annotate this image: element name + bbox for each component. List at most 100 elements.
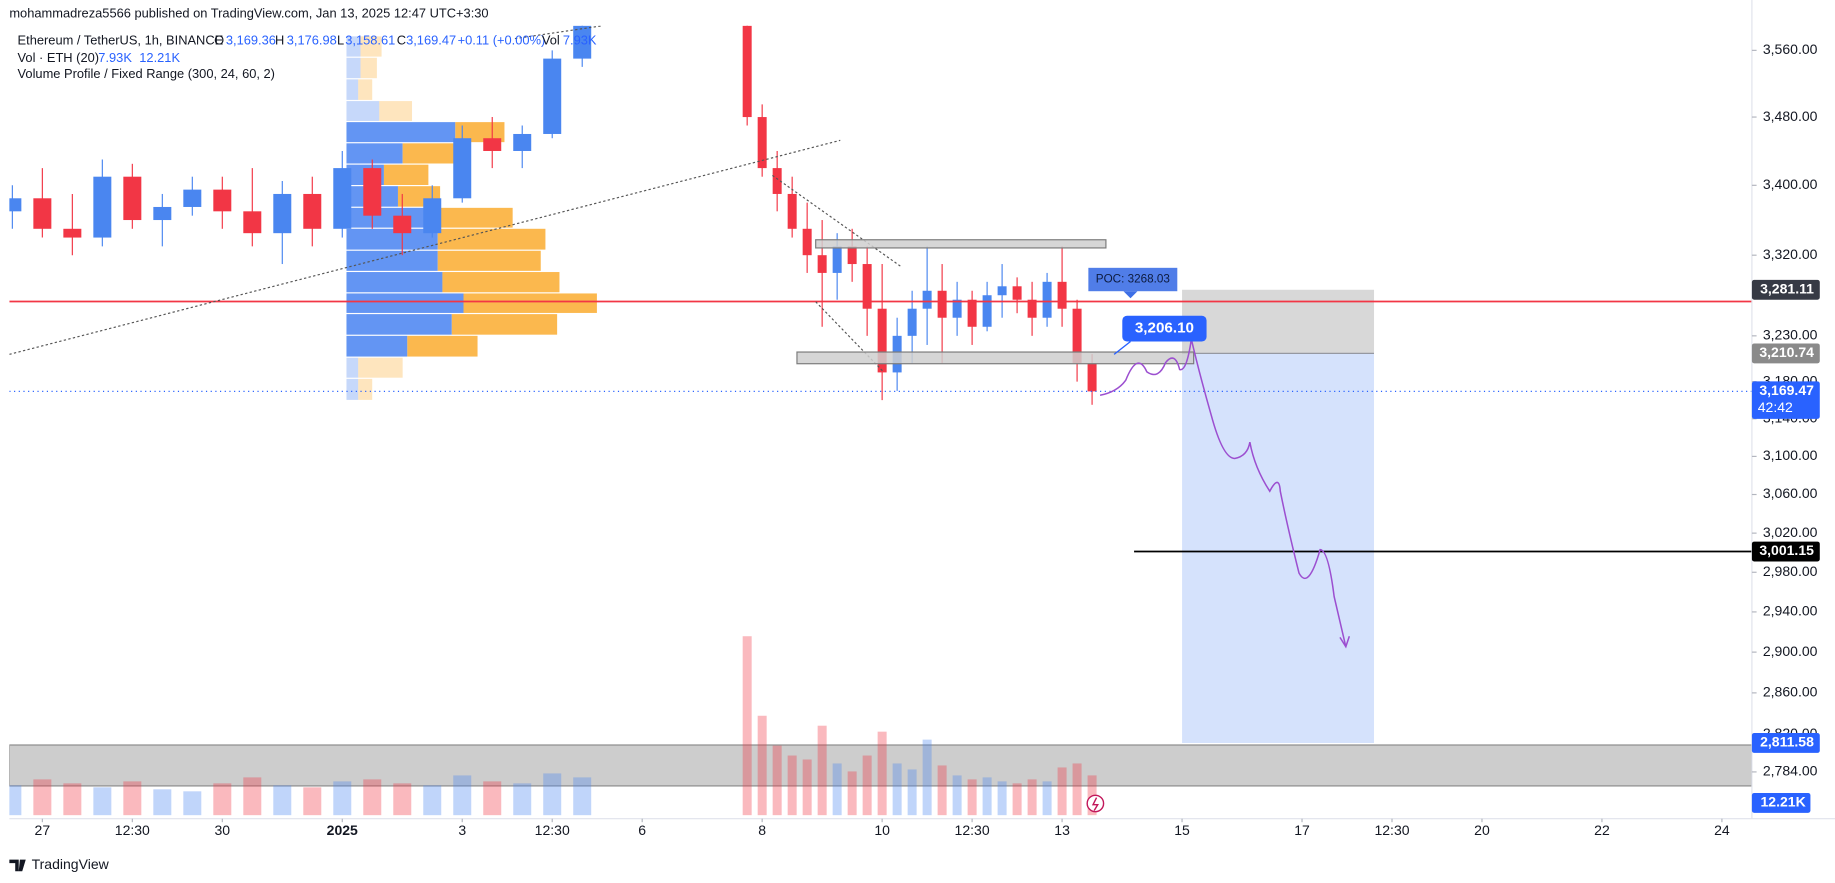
volume-bar	[243, 777, 262, 816]
candle-body	[123, 176, 142, 221]
volume-bar	[907, 769, 917, 816]
candle-body	[63, 228, 82, 238]
x-tick-label: 20	[1474, 822, 1490, 838]
candle-body	[742, 25, 752, 118]
notes: POC: 3268.03 3,206.10	[1088, 267, 1207, 355]
candle-body	[33, 198, 52, 229]
x-tick-label: 10	[874, 822, 890, 838]
candle-body	[573, 25, 592, 59]
volume-bar	[892, 763, 902, 816]
ohlc-value: 3,176.98	[287, 32, 337, 47]
volume-bar	[33, 779, 52, 816]
candle-body	[9, 198, 22, 212]
candle-body	[997, 286, 1007, 296]
x-tick-label: 12:30	[955, 822, 990, 838]
candle-body	[453, 138, 472, 199]
x-tick-label: 6	[638, 822, 646, 838]
volume-bar	[817, 725, 827, 816]
volume-bar	[847, 771, 857, 816]
volume-bar	[1027, 779, 1037, 816]
profile-down	[437, 228, 546, 250]
profile-down	[358, 79, 373, 100]
ohlc-value: 3,158.61	[345, 32, 395, 47]
y-tick-label: 2,900.00	[1763, 643, 1818, 659]
volume-bar	[9, 785, 22, 816]
change: +0.11 (+0.00%)	[458, 32, 546, 47]
volume-bar	[483, 781, 502, 816]
x-tick-label: 17	[1294, 822, 1310, 838]
volume-bar	[832, 763, 842, 816]
alert-icon-bolt	[1091, 797, 1099, 811]
y-tick-label: 3,320.00	[1763, 246, 1818, 262]
volume-bar	[123, 781, 142, 816]
projection-path	[1099, 338, 1347, 647]
profile-down	[442, 272, 560, 293]
volume-bar	[423, 785, 442, 816]
y-tick-label: 3,100.00	[1763, 447, 1818, 463]
footer-text: TradingView	[32, 856, 110, 872]
profile-up	[346, 57, 361, 79]
target-zone	[1182, 353, 1375, 743]
volume-bar	[213, 783, 232, 816]
volume-bar	[393, 783, 412, 816]
volume-bar	[982, 777, 992, 816]
candle-body	[423, 198, 442, 234]
candle-body	[877, 308, 887, 373]
volume-bar	[742, 636, 752, 816]
volume-bar	[63, 783, 82, 816]
x-tick-label: 12:30	[1374, 822, 1409, 838]
ohlc-value: 3,169.36	[226, 32, 276, 47]
profile-up	[346, 314, 452, 335]
price-note-pointer	[1113, 340, 1131, 355]
candle-body	[982, 295, 992, 327]
candle-body	[1012, 286, 1022, 300]
price-label-box	[1751, 541, 1820, 562]
projection-arrow	[1339, 635, 1351, 649]
candle-body	[483, 138, 502, 151]
volume-bar	[273, 785, 292, 816]
price-note-box	[1122, 315, 1207, 342]
profile-up	[346, 143, 403, 164]
candle-body	[363, 168, 382, 216]
volume-bar	[967, 779, 977, 816]
profile-down	[360, 36, 382, 57]
candle-body	[1027, 299, 1037, 318]
price-label: 2,811.58	[1760, 734, 1814, 750]
candle-body	[952, 299, 962, 318]
tv-logo	[9, 859, 26, 872]
candle-body	[1042, 281, 1052, 318]
candle-body	[513, 133, 532, 151]
y-tick-label: 2,980.00	[1763, 563, 1818, 579]
volume-bar	[93, 787, 112, 816]
candle-body	[93, 176, 112, 238]
candle-body	[967, 299, 977, 327]
x-tick-label: 27	[35, 822, 51, 838]
x-tick-label: 13	[1054, 822, 1070, 838]
candle-body	[847, 246, 857, 265]
volume-bar	[772, 745, 782, 816]
volume-bar	[787, 755, 797, 816]
volume-label: 12.21K	[1761, 794, 1806, 810]
y-tick-label: 2,860.00	[1763, 684, 1818, 700]
profile-down	[360, 57, 377, 79]
vol-study-value: 7.93K	[98, 50, 132, 65]
profile-down	[407, 335, 478, 357]
x-tick-label: 12:30	[115, 822, 150, 838]
candle-body	[1057, 281, 1067, 309]
alert-icon[interactable]	[1086, 794, 1105, 813]
profile-down	[383, 164, 429, 186]
volume-bar	[153, 789, 172, 816]
volume-label-box	[1751, 792, 1811, 813]
footer: TradingView	[9, 856, 110, 872]
volume-bar	[862, 755, 872, 816]
gray-zone	[9, 744, 1752, 787]
stop-zone	[1182, 289, 1375, 354]
plot-back	[9, 289, 1752, 787]
profile-up	[346, 122, 456, 143]
candle-body	[333, 168, 352, 229]
profile-down	[451, 314, 558, 335]
candle-body	[153, 206, 172, 221]
poc-note: POC: 3268.03	[1096, 273, 1170, 286]
candle-body	[907, 308, 917, 336]
